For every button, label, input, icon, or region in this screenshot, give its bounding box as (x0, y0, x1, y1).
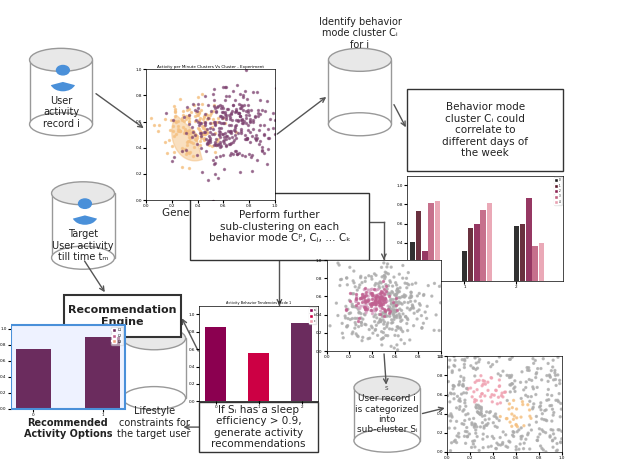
FancyBboxPatch shape (200, 402, 318, 452)
Bar (29, 60, 93, 124)
Ellipse shape (29, 49, 93, 71)
Bar (354, 388, 420, 441)
Ellipse shape (123, 387, 186, 410)
Bar (52, 193, 115, 258)
Text: Generate behavior
modes: Generate behavior modes (162, 208, 260, 230)
Ellipse shape (354, 376, 420, 399)
FancyBboxPatch shape (64, 295, 180, 337)
Text: Target
User activity
till time tₘ: Target User activity till time tₘ (52, 229, 114, 262)
Text: Recommended
Activity Options: Recommended Activity Options (24, 418, 112, 439)
Circle shape (56, 66, 69, 75)
Ellipse shape (52, 246, 115, 269)
Text: If Sᵢ has a sleep
efficiency > 0.9,
generate activity
recommendations: If Sᵢ has a sleep efficiency > 0.9, gene… (211, 405, 306, 450)
Text: Recommendation
Engine: Recommendation Engine (68, 305, 177, 327)
Text: Identify behavior
mode cluster Cᵢ
for i: Identify behavior mode cluster Cᵢ for i (319, 17, 401, 50)
Bar (123, 338, 186, 398)
Text: User record i
is categorized
into
sub-cluster Sᵢ: User record i is categorized into sub-cl… (355, 394, 419, 434)
FancyBboxPatch shape (190, 193, 369, 260)
Ellipse shape (52, 182, 115, 205)
Ellipse shape (29, 113, 93, 136)
Text: Perform further
sub-clustering on each
behavior mode Cᵖ, Cⱼ, … Cₖ: Perform further sub-clustering on each b… (209, 210, 351, 243)
Ellipse shape (328, 113, 392, 136)
FancyBboxPatch shape (407, 89, 563, 171)
Ellipse shape (328, 49, 392, 71)
Ellipse shape (354, 429, 420, 452)
Text: Behavior mode
cluster Cᵢ could
correlate to
different days of
the week: Behavior mode cluster Cᵢ could correlate… (442, 102, 528, 158)
Wedge shape (73, 215, 97, 225)
Wedge shape (51, 82, 75, 91)
Text: s: s (382, 259, 386, 265)
Bar (328, 60, 392, 124)
Text: s: s (385, 385, 388, 391)
Text: Lifestyle
constraints for
the target user: Lifestyle constraints for the target use… (117, 406, 191, 439)
Text: User
activity
record i: User activity record i (43, 96, 79, 129)
Ellipse shape (123, 327, 186, 350)
Circle shape (79, 199, 92, 208)
